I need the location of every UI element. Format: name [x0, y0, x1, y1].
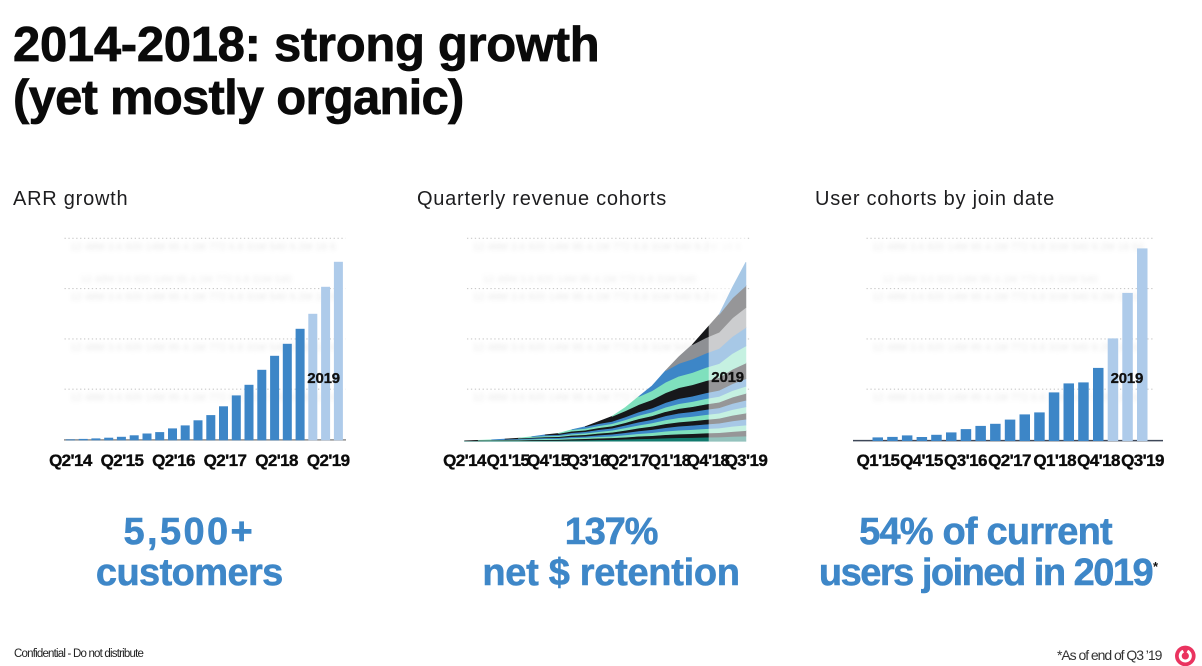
svg-text:12 48M 3.6 820 14M 95 4.1M 772: 12 48M 3.6 820 14M 95 4.1M 772 6.8 31M 5… [81, 275, 292, 286]
svg-text:12 48M 3.6 820 14M 95 4.1M 772: 12 48M 3.6 820 14M 95 4.1M 772 6.8 31M 5… [71, 242, 336, 253]
svg-text:12 48M 3.6 820 14M 95 4.1M 772: 12 48M 3.6 820 14M 95 4.1M 772 6.8 31M 5… [473, 242, 741, 253]
svg-text:12 48M 3.6 820 14M 95 4.1M 772: 12 48M 3.6 820 14M 95 4.1M 772 6.8 31M 5… [473, 393, 741, 404]
svg-text:12 48M 3.6 820 14M 95 4.1M 772: 12 48M 3.6 820 14M 95 4.1M 772 6.8 31M 5… [473, 292, 741, 303]
svg-text:12 48M 3.6 820 14M 95 4.1M 772: 12 48M 3.6 820 14M 95 4.1M 772 6.8 31M 5… [71, 292, 336, 303]
svg-text:12 48M 3.6 820 14M 95 4.1M 772: 12 48M 3.6 820 14M 95 4.1M 772 6.8 31M 5… [483, 275, 696, 286]
svg-text:12 48M 3.6 820 14M 95 4.1M 772: 12 48M 3.6 820 14M 95 4.1M 772 6.8 31M 5… [873, 292, 1144, 303]
svg-text:12 48M 3.6 820 14M 95 4.1M 772: 12 48M 3.6 820 14M 95 4.1M 772 6.8 31M 5… [873, 242, 1144, 253]
svg-text:12 48M 3.6 820 14M 95 4.1M 772: 12 48M 3.6 820 14M 95 4.1M 772 6.8 31M 5… [873, 342, 1144, 353]
svg-text:12 48M 3.6 820 14M 95 4.1M 772: 12 48M 3.6 820 14M 95 4.1M 772 6.8 31M 5… [71, 342, 336, 353]
svg-text:12 48M 3.6 820 14M 95 4.1M 772: 12 48M 3.6 820 14M 95 4.1M 772 6.8 31M 5… [883, 275, 1098, 286]
svg-text:12 48M 3.6 820 14M 95 4.1M 772: 12 48M 3.6 820 14M 95 4.1M 772 6.8 31M 5… [873, 393, 1144, 404]
svg-text:12 48M 3.6 820 14M 95 4.1M 772: 12 48M 3.6 820 14M 95 4.1M 772 6.8 31M 5… [71, 393, 336, 404]
svg-text:12 48M 3.6 820 14M 95 4.1M 772: 12 48M 3.6 820 14M 95 4.1M 772 6.8 31M 5… [473, 342, 741, 353]
